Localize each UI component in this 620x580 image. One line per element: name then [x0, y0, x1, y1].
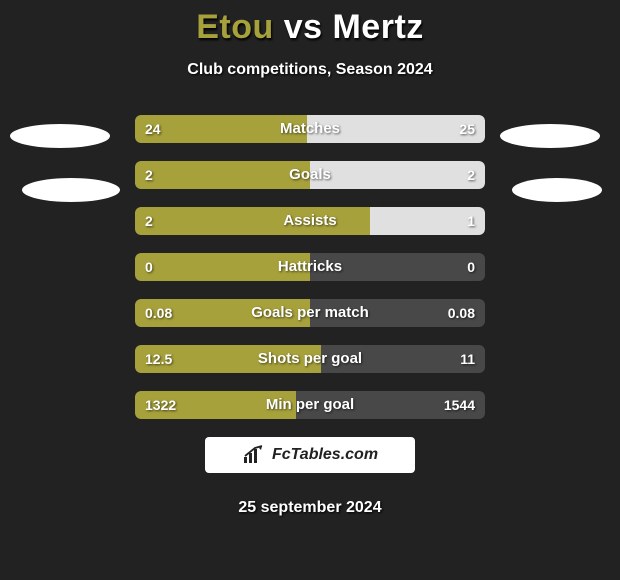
stat-label: Min per goal: [135, 391, 485, 419]
player-ellipse: [500, 124, 600, 148]
brand-text: FcTables.com: [272, 446, 378, 464]
stat-row: 00Hattricks: [135, 253, 485, 281]
stat-label: Goals per match: [135, 299, 485, 327]
subtitle: Club competitions, Season 2024: [0, 61, 620, 79]
player-ellipse: [512, 178, 602, 202]
stat-label: Matches: [135, 115, 485, 143]
stat-label: Hattricks: [135, 253, 485, 281]
player2-name: Mertz: [332, 8, 423, 46]
stat-label: Goals: [135, 161, 485, 189]
stat-row: 13221544Min per goal: [135, 391, 485, 419]
stat-label: Shots per goal: [135, 345, 485, 373]
stat-row: 2425Matches: [135, 115, 485, 143]
stat-label: Assists: [135, 207, 485, 235]
vs-label: vs: [284, 8, 323, 46]
player1-name: Etou: [196, 8, 274, 46]
stat-row: 12.511Shots per goal: [135, 345, 485, 373]
player-ellipse: [22, 178, 120, 202]
stat-row: 22Goals: [135, 161, 485, 189]
comparison-card: Etou vs Mertz Club competitions, Season …: [0, 0, 620, 580]
stat-row: 0.080.08Goals per match: [135, 299, 485, 327]
brand-badge: FcTables.com: [205, 437, 415, 473]
stat-row: 21Assists: [135, 207, 485, 235]
player-ellipse: [10, 124, 110, 148]
chart-icon: [242, 445, 266, 465]
stats-list: 2425Matches 22Goals 21Assists 00Hattricks 0.…: [135, 115, 485, 419]
title: Etou vs Mertz: [0, 0, 620, 47]
date-label: 25 september 2024: [0, 499, 620, 517]
